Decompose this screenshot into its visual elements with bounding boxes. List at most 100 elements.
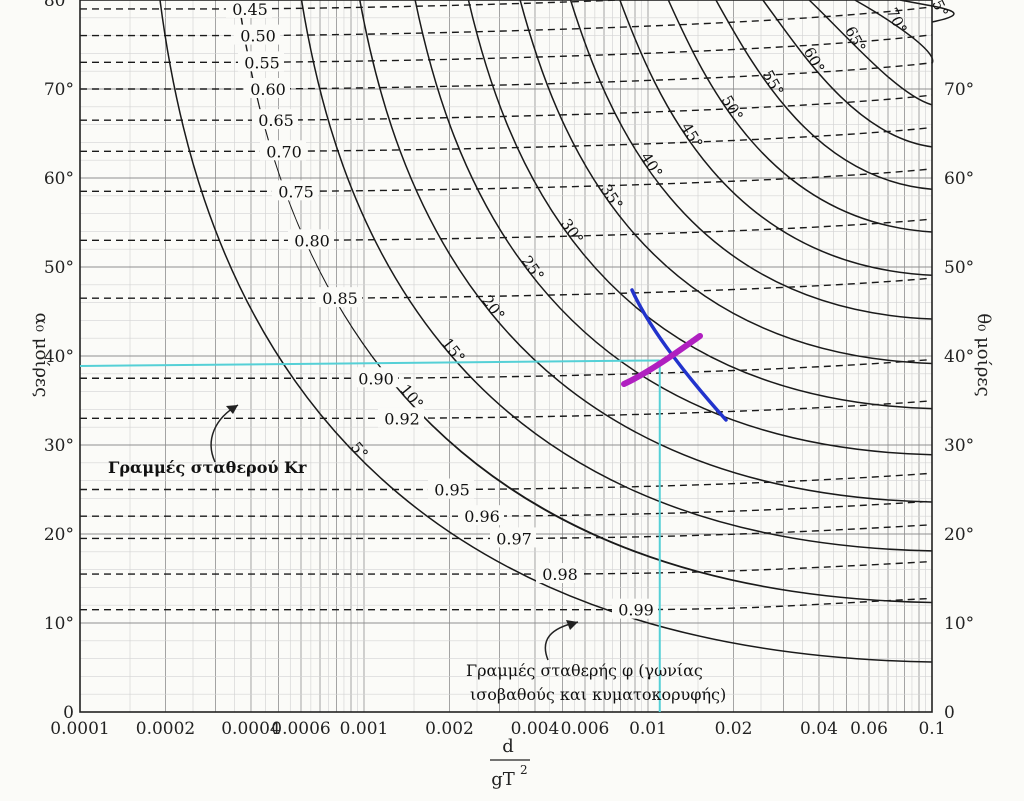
kr-label-bg: [428, 478, 474, 499]
kr-lines-annotation: Γραμμές σταθερού Kr: [108, 458, 307, 477]
magenta-hand-stroke: [621, 333, 703, 387]
plot-frame: [79, 0, 933, 713]
x-tick-label: 0.0002: [136, 719, 195, 739]
kr-line: [80, 6, 933, 37]
kr-label-bg: [316, 287, 362, 308]
kr-label-bg: [244, 78, 290, 98]
x-axis-label-exponent: 2: [520, 763, 528, 777]
kr-line: [80, 560, 933, 575]
phi-line: [808, 0, 933, 106]
kr-label: 0.80: [294, 231, 330, 250]
y-left-tick-label: 50°: [44, 258, 74, 278]
kr-label-bg: [226, 0, 272, 18]
kr-label: 0.85: [322, 289, 358, 308]
y-left-tick-label: 0: [63, 703, 74, 723]
kr-line: [80, 34, 933, 63]
phi-line: [159, 0, 933, 663]
kr-label: 0.92: [384, 409, 420, 428]
kr-label: 0.65: [258, 111, 294, 130]
cyan-horizontal-reading-line: [79, 359, 660, 367]
kr-line: [80, 358, 933, 379]
kr-label-bg: [612, 598, 658, 619]
kr-label: 0.60: [250, 80, 286, 99]
kr-line: [80, 277, 933, 299]
kr-line: [80, 500, 933, 517]
kr-label: 0.90: [358, 369, 394, 388]
kr-label-bg: [288, 229, 334, 250]
kr-line: [80, 62, 933, 90]
kr-label: 0.45: [232, 0, 268, 19]
phi-line: [300, 0, 933, 552]
kr-label: 0.75: [278, 182, 314, 201]
kr-line: [80, 0, 638, 10]
y-right-tick-label: 10°: [944, 614, 974, 634]
x-tick-label: 0.04: [800, 719, 838, 739]
kr-label: 0.95: [434, 481, 470, 500]
x-tick-label: 0.1: [918, 719, 945, 739]
phi-line: [667, 0, 933, 233]
kr-label: 0.96: [464, 507, 500, 526]
y-left-tick-label: 70°: [44, 80, 74, 100]
kr-label: 0.55: [244, 53, 280, 72]
kr-label-bg: [352, 367, 398, 388]
y-left-tick-label: 10°: [44, 614, 74, 634]
y-left-tick-label: 30°: [44, 436, 74, 456]
kr-label-bg: [238, 51, 284, 72]
x-axis-label: d gT 2: [490, 736, 530, 790]
phi-line: [899, 0, 955, 23]
kr-label-bg: [252, 109, 298, 130]
x-tick-label: 0.006: [561, 719, 610, 739]
overlays: [79, 288, 728, 712]
y-left-tick-label: 80°: [44, 0, 74, 11]
kr-label: 0.98: [542, 565, 578, 584]
kr-label-bg: [272, 180, 318, 201]
x-tick-label: 0.0006: [271, 719, 330, 739]
kr-line: [80, 94, 933, 121]
y-left-tick-label: 20°: [44, 525, 74, 545]
x-tick-label: 0.06: [850, 719, 888, 739]
y-right-tick-labels: 0 10° 20° 30° 40° 50° 60° 70°: [944, 80, 974, 723]
kr-label-bg: [260, 140, 306, 161]
phi-lines-annotation-line2: ισοβαθούς και κυματοκορυφής): [470, 685, 726, 704]
phi-line: [619, 0, 933, 276]
x-tick-label: 0.002: [425, 719, 474, 739]
kr-curves: 0.45 0.50 0.55 0.60 0.65 0.70 0.75 0.80 0.85 0.90…: [80, 0, 933, 620]
kr-label: 0.70: [266, 142, 302, 161]
x-tick-label: 0.01: [629, 719, 667, 739]
x-axis-label-denominator: gT: [491, 769, 515, 790]
phi-line: [715, 0, 933, 190]
phi-line: [569, 0, 933, 320]
kr-label: 0.99: [618, 601, 654, 620]
y-right-tick-label: 40°: [944, 347, 974, 367]
y-right-tick-label: 0: [944, 703, 955, 723]
kr-line: [80, 218, 933, 241]
x-tick-label: 0.0001: [50, 719, 109, 739]
phi-line: [519, 0, 933, 365]
kr-line: [80, 126, 933, 152]
kr-label-bg: [378, 407, 424, 428]
kr-label-bg: [458, 505, 504, 526]
x-tick-label: 0.02: [715, 719, 753, 739]
y-right-tick-label: 30°: [944, 436, 974, 456]
y-left-tick-label: 60°: [44, 169, 74, 189]
x-tick-label: 0.004: [511, 719, 560, 739]
kr-label-bg: [490, 527, 536, 548]
y-left-tick-label: 40°: [44, 347, 74, 367]
kr-label-bg: [536, 563, 582, 584]
kr-label: 0.50: [240, 27, 276, 46]
y-right-tick-label: 70°: [944, 80, 974, 100]
y-right-axis-label: θ₀ μοίρες: [973, 313, 994, 396]
phi-line: [467, 0, 933, 410]
phi-line: [762, 0, 933, 148]
y-right-tick-label: 60°: [944, 169, 974, 189]
y-left-tick-labels: 0 10° 20° 30° 40° 50° 60° 70° 80°: [44, 0, 74, 723]
kr-line: [80, 168, 933, 193]
kr-line: [80, 597, 933, 611]
phi-lines-annotation-line1: Γραμμές σταθερής φ (γωνίας: [466, 661, 703, 680]
kr-label-bg: [234, 24, 280, 45]
phi-line: [359, 0, 933, 503]
x-tick-label: 0.0004: [221, 719, 280, 739]
phi-line: [414, 0, 933, 456]
